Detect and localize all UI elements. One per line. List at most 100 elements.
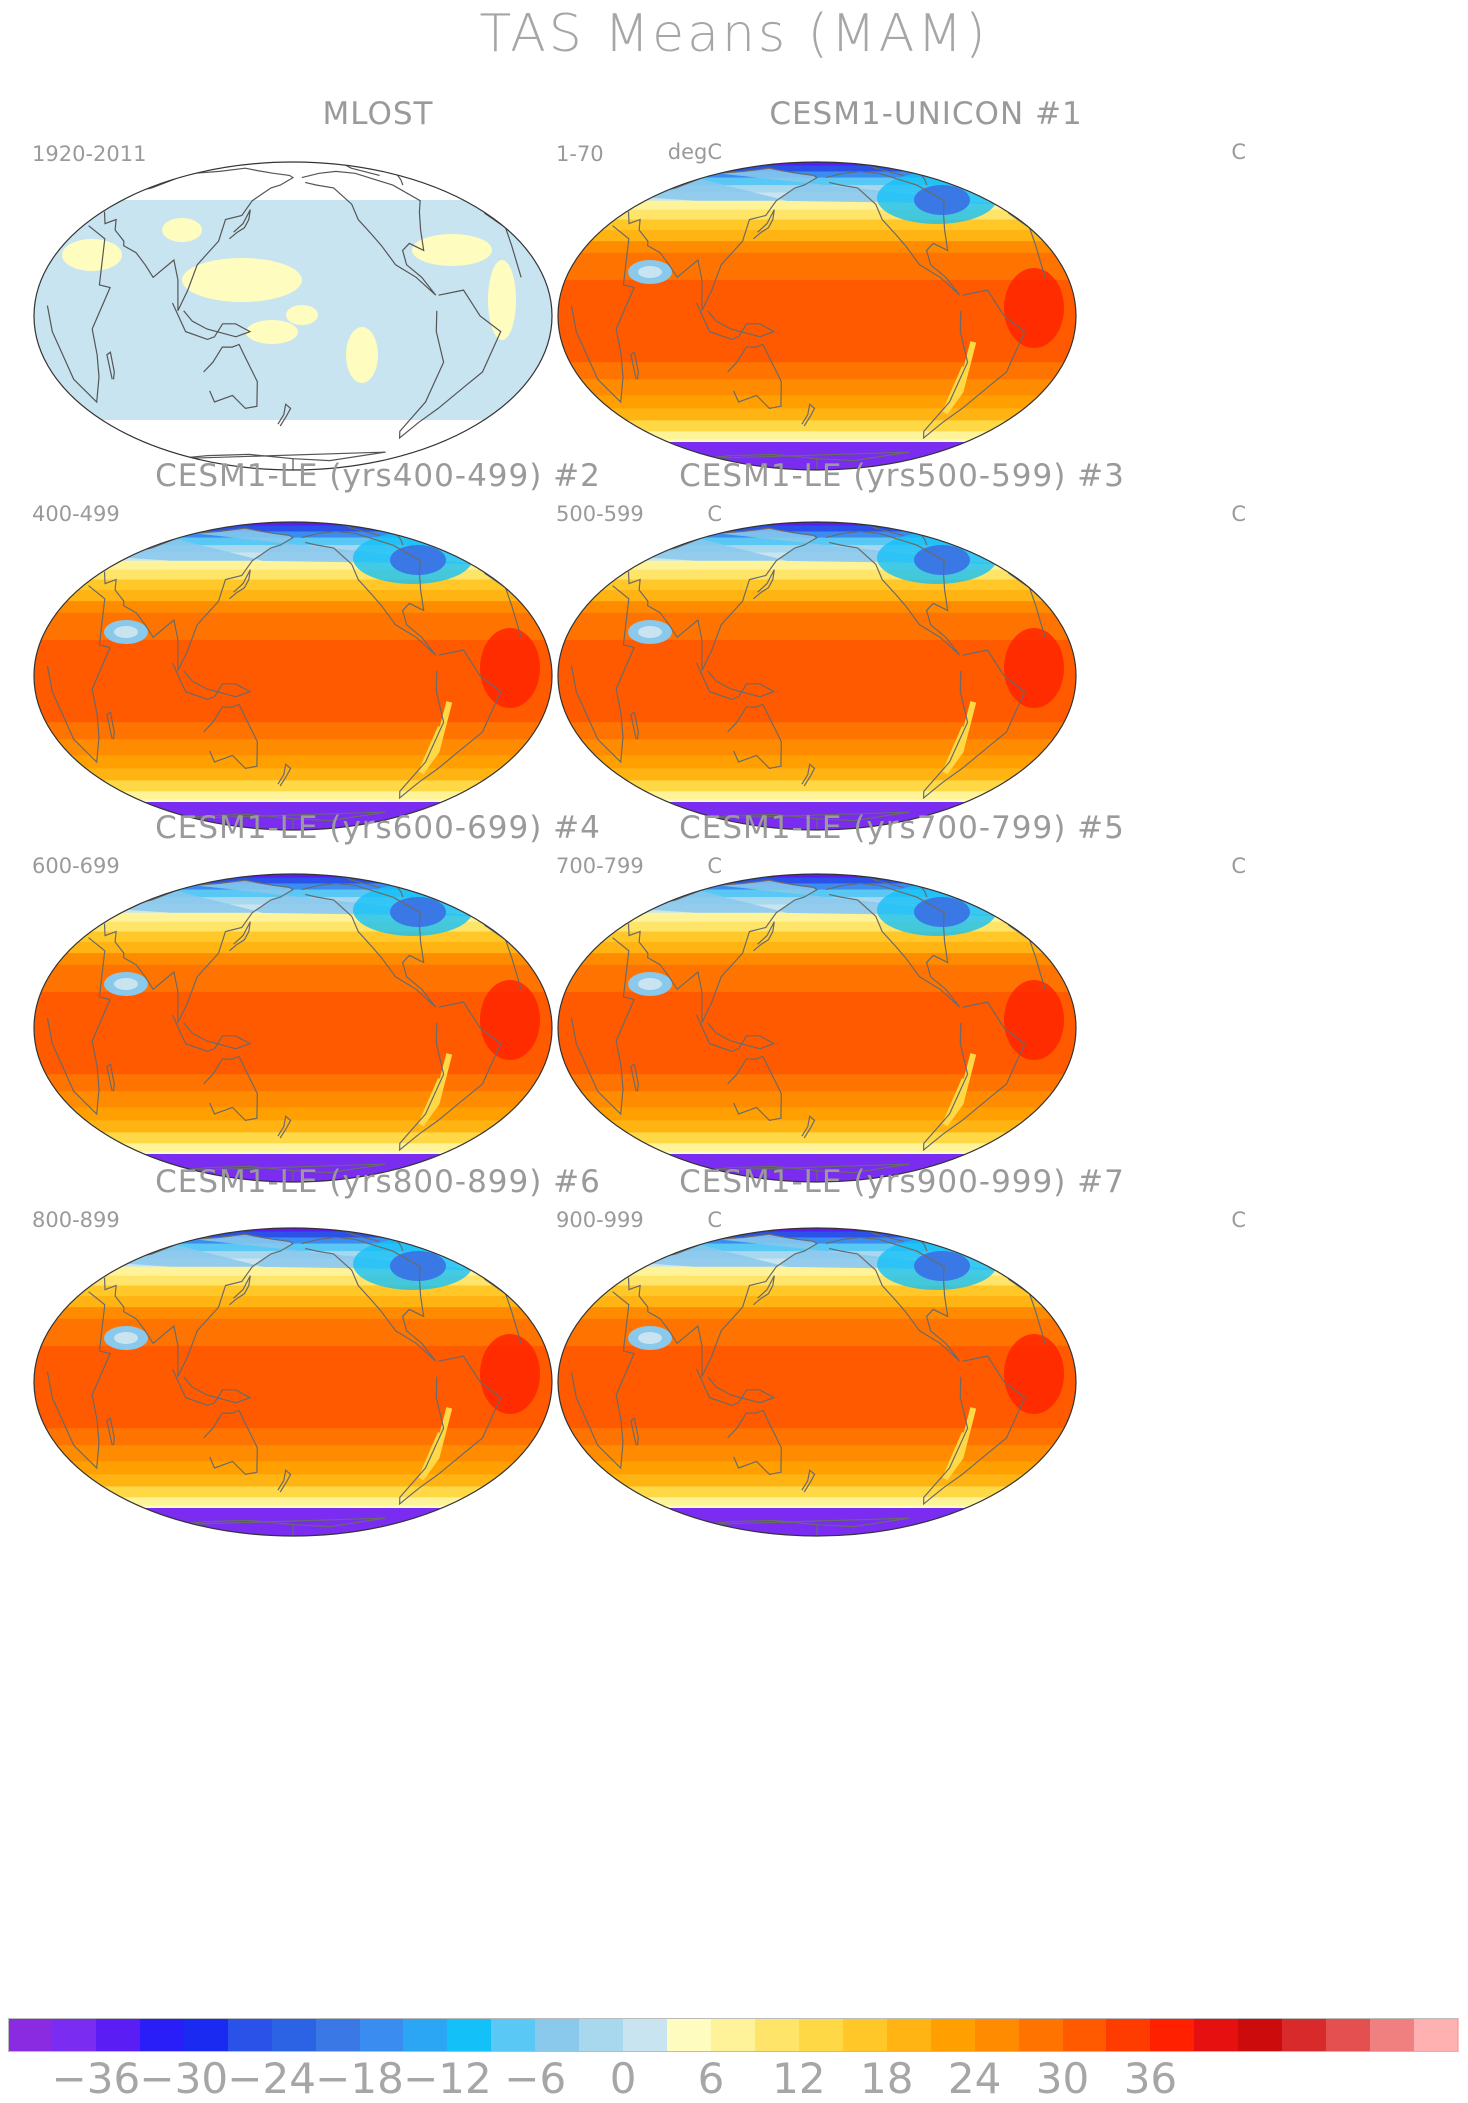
warm-anomaly-region	[182, 258, 302, 302]
coastline-new-zealand	[801, 763, 816, 787]
temperature-band	[34, 1318, 552, 1332]
coastline-australia	[203, 1409, 258, 1476]
temperature-band	[34, 1028, 552, 1055]
colorbar-tick-label: 24	[947, 2054, 1002, 2103]
temperature-band	[558, 316, 1076, 343]
temperature-band	[34, 560, 552, 571]
temperature-band	[558, 579, 1076, 591]
coastline-indonesia	[695, 1368, 776, 1407]
colorbar-tick-label: 36	[1123, 2054, 1178, 2103]
units-label: C	[1231, 854, 1246, 878]
coastline-japan	[229, 569, 251, 600]
colorbar-swatch	[974, 2018, 1021, 2052]
tibet-core	[638, 1332, 662, 1344]
coastline-madagascar	[106, 351, 115, 380]
coastline-australia	[727, 1409, 782, 1476]
temperature-band	[558, 601, 1076, 614]
temperature-band	[34, 525, 552, 533]
temperature-band	[558, 219, 1076, 231]
coastline-madagascar	[630, 1063, 639, 1092]
colorbar-swatch	[1414, 2018, 1460, 2052]
map-border	[557, 521, 1077, 831]
panel-title: CESM1-LE (yrs900-999) #7	[679, 1164, 1125, 1200]
temperature-band	[34, 1461, 552, 1476]
temperature-band	[558, 1074, 1076, 1093]
temperature-band	[558, 1132, 1076, 1145]
temperature-band	[34, 739, 552, 757]
temperature-band	[558, 362, 1076, 381]
temperature-band	[34, 964, 552, 978]
colorbar-swatch	[359, 2018, 405, 2052]
temperature-band	[558, 1243, 1076, 1253]
temperature-band	[558, 1237, 1076, 1245]
coastline-new-zealand	[277, 403, 292, 427]
map-panel: CESM1-LE (yrs900-999) #7 900-999 C	[552, 1076, 1252, 1546]
tibet-core	[114, 978, 138, 990]
colorbar-swatch	[8, 2018, 54, 2052]
coastline-japan	[229, 209, 251, 240]
temperature-band	[558, 522, 1076, 527]
world-map	[33, 1227, 553, 1537]
temperature-band	[34, 1091, 552, 1109]
warm-anomaly-region	[286, 305, 318, 325]
units-label: C	[1231, 1208, 1246, 1232]
africa-hot-region	[480, 628, 540, 708]
colorbar-swatch	[623, 2018, 669, 2052]
temperature-band	[558, 676, 1076, 703]
temperature-band	[558, 941, 1076, 955]
temperature-band	[34, 791, 552, 801]
world-map	[33, 161, 553, 471]
coastline-south-america	[398, 649, 502, 800]
temperature-band	[558, 1318, 1076, 1332]
temperature-band	[558, 931, 1076, 943]
africa-hot-region	[1004, 268, 1064, 348]
panel-title: CESM1-LE (yrs500-599) #3	[679, 458, 1125, 494]
coastline-new-zealand	[801, 1469, 816, 1493]
map-border	[557, 873, 1077, 1183]
map-border	[33, 873, 553, 1183]
panel-title: CESM1-LE (yrs700-799) #5	[679, 810, 1125, 846]
temperature-band	[558, 912, 1076, 923]
coastline-south-america	[922, 289, 1026, 440]
tibet-core	[638, 626, 662, 638]
coastline-north-america	[825, 882, 961, 1008]
colorbar-swatch	[51, 2018, 98, 2052]
coastline-new-zealand	[277, 763, 292, 787]
colorbar-tick-label: 12	[772, 2054, 826, 2103]
temperature-band	[34, 877, 552, 885]
temperature-band	[34, 1074, 552, 1093]
page-title: TAS Means (MAM)	[479, 4, 989, 64]
temperature-band	[34, 569, 552, 581]
coastline-north-america	[301, 170, 437, 296]
temperature-band	[558, 612, 1076, 626]
africa-hot-region	[1004, 980, 1064, 1060]
panel-title: MLOST	[322, 96, 434, 132]
colorbar-swatch	[183, 2018, 230, 2052]
temperature-band	[34, 1228, 552, 1233]
temperature-band	[34, 639, 552, 677]
temperature-band	[558, 953, 1076, 966]
colorbar-swatch	[271, 2018, 318, 2052]
temperature-band	[558, 420, 1076, 433]
coastline-indonesia	[695, 662, 776, 701]
period-label: 900-999	[556, 1208, 644, 1232]
coastline-south-america	[922, 649, 1026, 800]
temperature-band	[34, 1474, 552, 1488]
map-panel: CESM1-LE (yrs700-799) #5 700-799 C	[552, 722, 1252, 1192]
temperature-band	[34, 531, 552, 539]
coastline-indonesia	[171, 1014, 252, 1053]
coastline-japan	[753, 569, 775, 600]
panel-title: CESM1-LE (yrs600-699) #4	[155, 810, 601, 846]
map-panel: CESM1-LE (yrs500-599) #3 500-599 C	[552, 370, 1252, 840]
coastline-japan	[753, 921, 775, 952]
temperature-band	[558, 1295, 1076, 1309]
coastline-south-america	[398, 289, 502, 440]
coastline-north-america	[301, 882, 437, 1008]
coastline-north-america	[825, 530, 961, 656]
colorbar-swatch	[1238, 2018, 1284, 2052]
units-label: degC	[667, 140, 722, 164]
temperature-band	[558, 531, 1076, 539]
temperature-band	[34, 1382, 552, 1409]
coastline-south-america	[922, 1001, 1026, 1152]
period-label: 400-499	[32, 502, 120, 526]
